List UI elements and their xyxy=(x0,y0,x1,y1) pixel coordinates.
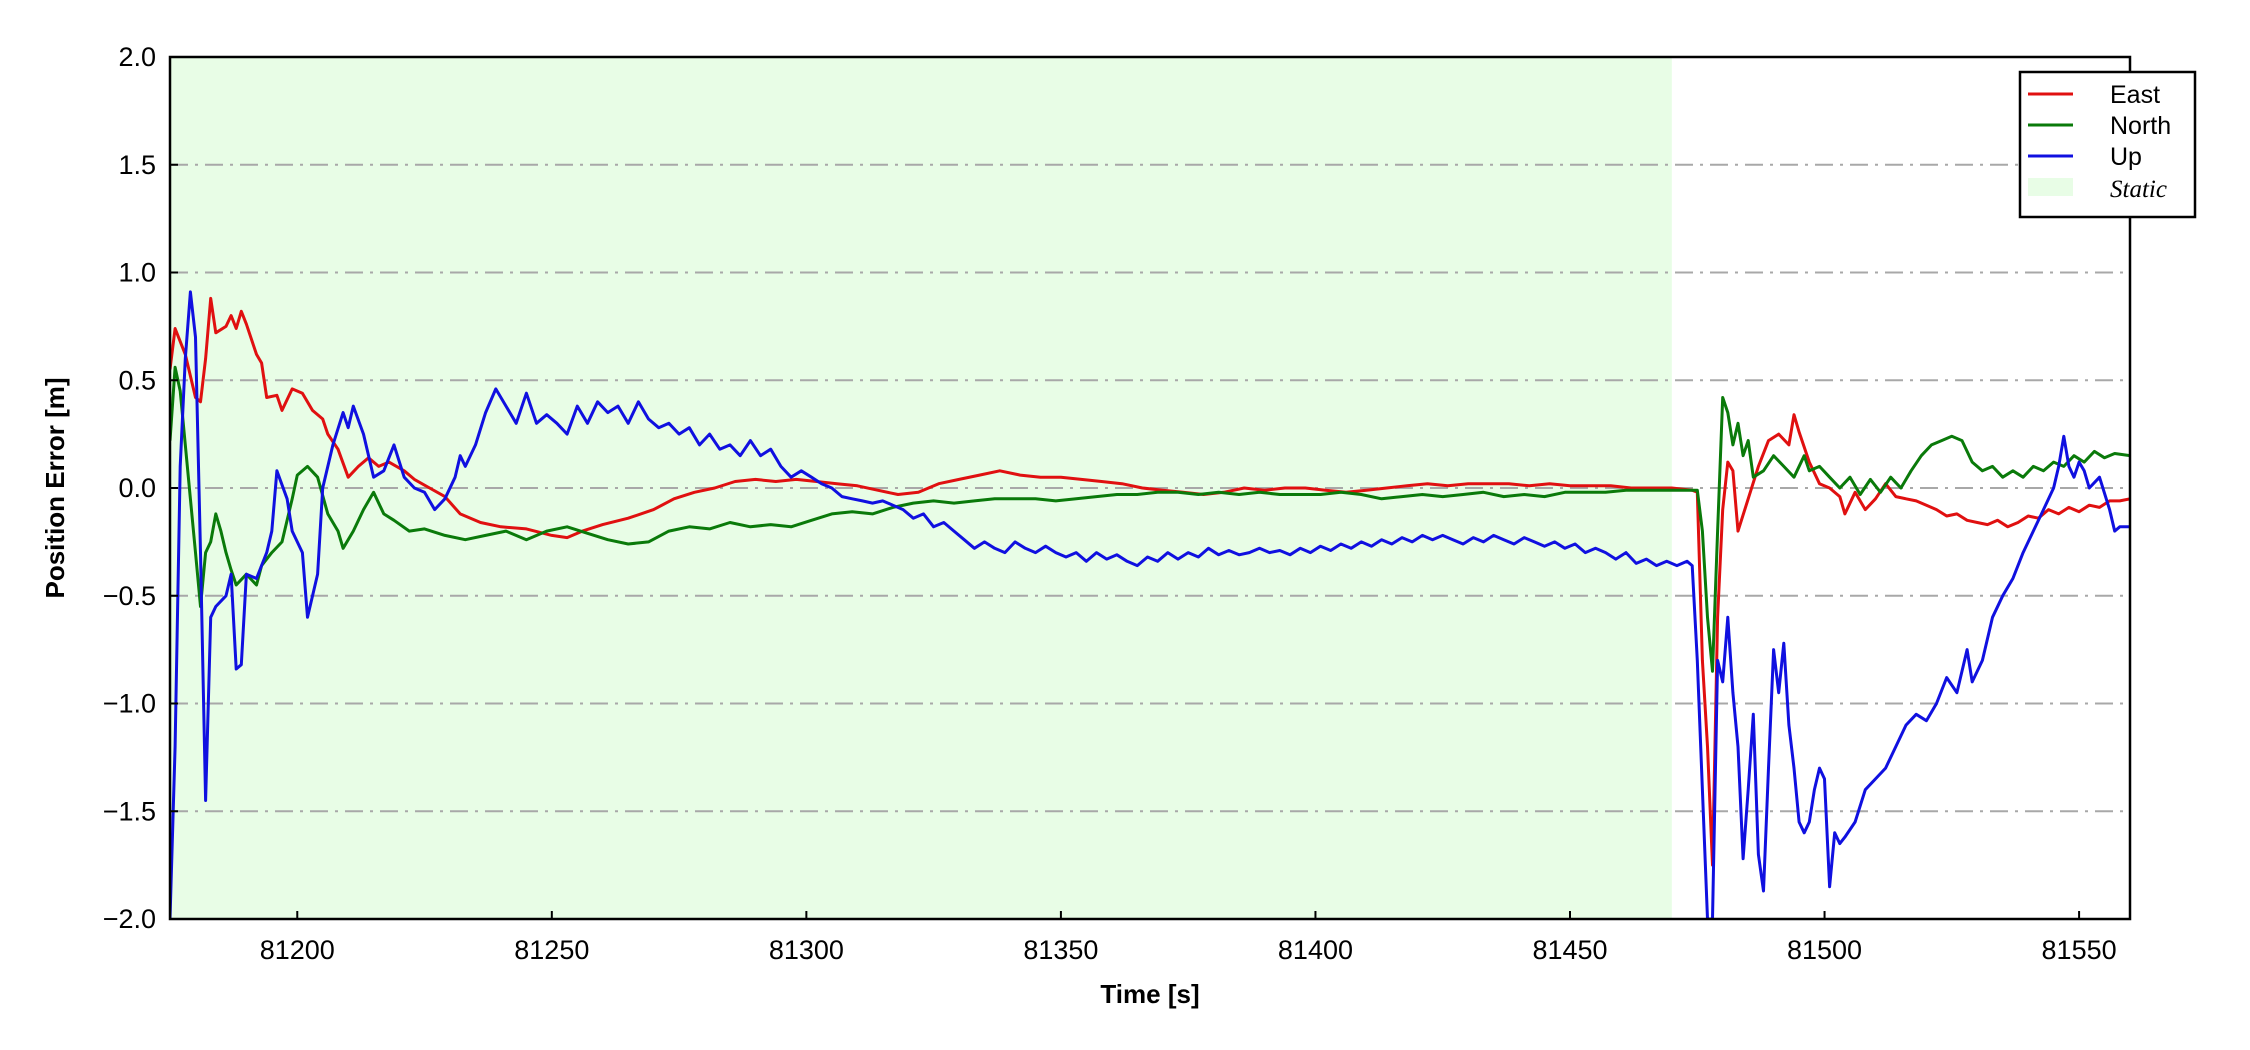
x-tick-label: 81200 xyxy=(260,935,335,965)
y-tick-label: 0.0 xyxy=(118,473,156,503)
legend-label-up: Up xyxy=(2110,143,2142,171)
y-tick-label: −2.0 xyxy=(103,904,156,934)
series-lines xyxy=(170,290,2130,919)
y-tick-label: −1.0 xyxy=(103,689,156,719)
legend-swatch-static xyxy=(2028,178,2073,196)
y-tick-label: 1.5 xyxy=(118,150,156,180)
legend-label-north: North xyxy=(2110,112,2171,140)
x-tick-label: 81500 xyxy=(1787,935,1862,965)
x-tick-label: 81450 xyxy=(1532,935,1607,965)
x-tick-label: 81400 xyxy=(1278,935,1353,965)
series-line-up xyxy=(170,290,2130,919)
legend: East North Up Static xyxy=(2018,70,2197,219)
legend-label-static: Static xyxy=(2110,176,2167,203)
y-tick-label: 2.0 xyxy=(118,42,156,72)
x-tick-label: 81350 xyxy=(1023,935,1098,965)
series-line-east xyxy=(170,296,2130,867)
y-axis-title: Position Error [m] xyxy=(40,377,70,598)
y-axis-ticks: −2.0 −1.5 −1.0 −0.5 0.0 0.5 1.0 1.5 2.0 xyxy=(103,42,178,934)
x-axis-title: Time [s] xyxy=(1100,979,1199,1009)
series-line-north xyxy=(170,365,2130,673)
y-tick-label: −0.5 xyxy=(103,581,156,611)
legend-label-east: East xyxy=(2110,81,2160,109)
x-tick-label: 81300 xyxy=(769,935,844,965)
x-axis-ticks: 81200 81250 81300 81350 81400 81450 81500 81550 xyxy=(260,911,2117,965)
y-tick-label: 1.0 xyxy=(118,258,156,288)
x-tick-label: 81250 xyxy=(514,935,589,965)
x-tick-label: 81550 xyxy=(2042,935,2117,965)
y-tick-label: 0.5 xyxy=(118,365,156,395)
y-tick-label: −1.5 xyxy=(103,796,156,826)
